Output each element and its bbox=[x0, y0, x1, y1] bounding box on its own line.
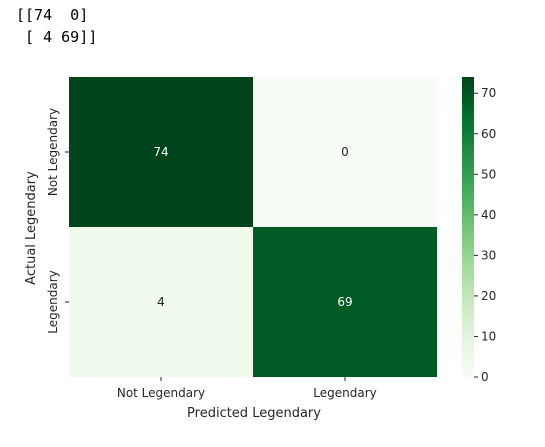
console-line-1: [[74 0] bbox=[16, 6, 89, 24]
cell-annotation: 4 bbox=[157, 295, 165, 309]
y-axis-label: Actual Legendary bbox=[24, 171, 39, 285]
heatmap-cell bbox=[253, 227, 437, 377]
colorbar-tick-label: 10 bbox=[481, 329, 496, 343]
cell-annotation: 0 bbox=[341, 145, 349, 159]
y-tick-label: Legendary bbox=[46, 270, 60, 333]
y-tick-label: Not Legendary bbox=[46, 108, 60, 196]
cell-annotation: 69 bbox=[337, 295, 352, 309]
colorbar-tick-label: 20 bbox=[481, 289, 496, 303]
colorbar-tick-label: 30 bbox=[481, 248, 496, 262]
x-tick-label: Legendary bbox=[313, 386, 376, 400]
colorbar-tick-label: 50 bbox=[481, 167, 496, 181]
console-output: [[74 0] [ 4 69]] bbox=[16, 4, 97, 48]
heatmap-cell bbox=[69, 227, 253, 377]
colorbar-tick-label: 70 bbox=[481, 86, 496, 100]
console-line-2: [ 4 69]] bbox=[16, 28, 98, 46]
colorbar-tick-label: 40 bbox=[481, 208, 496, 222]
x-axis-label: Predicted Legendary bbox=[187, 406, 321, 421]
heatmap-cell bbox=[253, 77, 437, 227]
x-tick-label: Not Legendary bbox=[117, 386, 205, 400]
colorbar-tick-label: 0 bbox=[481, 370, 489, 384]
cell-annotation: 74 bbox=[153, 145, 168, 159]
colorbar-tick-label: 60 bbox=[481, 127, 496, 141]
colorbar bbox=[462, 77, 474, 377]
heatmap-cell bbox=[69, 77, 253, 227]
